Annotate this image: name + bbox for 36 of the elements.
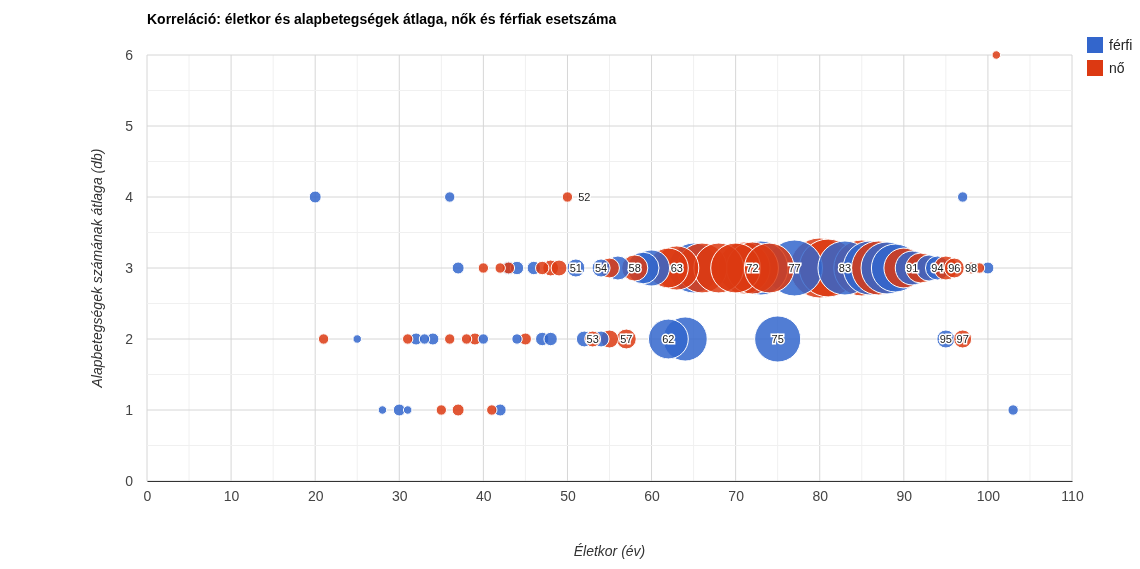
annotation: 53: [586, 332, 599, 345]
annotation: 75: [771, 332, 784, 345]
annotation: 72: [746, 261, 759, 274]
y-tick-label: 6: [125, 46, 134, 63]
x-tick-label: 50: [560, 487, 576, 504]
y-tick-label: 3: [125, 259, 134, 276]
annotation: 96: [948, 261, 961, 274]
annotation: 95: [939, 332, 952, 345]
y-tick-label: 2: [125, 330, 134, 347]
annotation: 62: [662, 332, 675, 345]
x-tick-label: 110: [1061, 487, 1084, 504]
x-tick-label: 90: [896, 487, 913, 504]
x-axis-title: Életkor (év): [573, 543, 646, 559]
y-axis-title: Alapbetegségek számának átlaga (db): [89, 148, 105, 389]
annotation: 97: [956, 332, 969, 345]
y-tick-label: 4: [125, 188, 134, 205]
x-tick-label: 80: [812, 487, 829, 504]
x-tick-label: 40: [476, 487, 492, 504]
annotation: 57: [620, 332, 633, 345]
x-tick-label: 0: [143, 487, 152, 504]
y-tick-label: 0: [125, 472, 134, 489]
x-tick-label: 100: [976, 487, 1001, 504]
x-tick-label: 10: [223, 487, 240, 504]
annotation: 77: [788, 261, 801, 274]
x-tick-label: 70: [728, 487, 745, 504]
legend-label: nő: [1109, 60, 1125, 76]
annotation: 52: [578, 190, 591, 203]
chart-title: Korreláció: életkor és alapbetegségek átlaga, nők és férfiak esetszáma: [147, 11, 617, 27]
y-tick-label: 1: [125, 401, 134, 418]
annotation: 51: [569, 261, 582, 274]
x-tick-label: 20: [307, 487, 324, 504]
y-tick-label: 5: [125, 117, 134, 134]
annotation: 54: [594, 261, 608, 274]
x-tick-label: 30: [391, 487, 408, 504]
legend-label: férfi: [1109, 37, 1133, 53]
x-tick-label: 60: [644, 487, 661, 504]
